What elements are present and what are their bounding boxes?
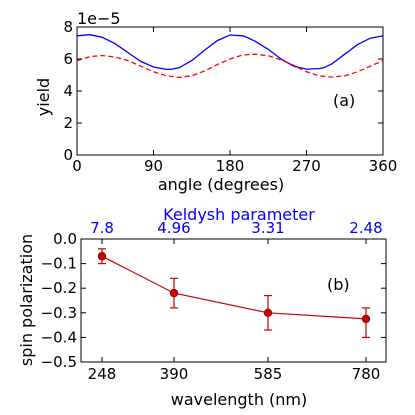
x-tick-label: 0 [72,157,82,175]
top-tick-label: 7.8 [90,219,114,237]
data-point [361,314,371,324]
x-tick-label: 780 [352,365,381,383]
x-tick-label: 270 [292,157,321,175]
y-tick-label: 8 [63,18,73,36]
x-tick-label: 390 [160,365,189,383]
y-tick-label: 0 [63,146,73,164]
x-axis-label: angle (degrees) [158,175,284,194]
y-axis-label-b: spin polarization [17,234,36,366]
data-point [263,308,273,317]
x-tick-label: 180 [216,157,245,175]
x-tick-label: 360 [369,157,398,175]
y-tick-label: 0.0 [53,230,77,248]
offset-text: 1e−5 [77,9,121,28]
chart-spin-polarization: (b) Keldysh parameter wavelength (nm) sp… [17,205,387,409]
series-line [101,255,367,320]
y-tick-label: −0.2 [41,279,77,297]
y-tick-label: 4 [63,82,73,100]
top-tick-label: 4.96 [157,219,190,237]
y-tick-label: −0.5 [41,353,77,371]
x-tick-label: 585 [254,365,283,383]
panel-a-annotation: (a) [333,91,355,110]
y-tick-label: 2 [63,114,73,132]
data-point [97,252,107,261]
top-axis-label: Keldysh parameter [163,205,315,224]
series-line-0 [76,34,384,71]
x-tick-label: 90 [144,157,163,175]
data-point [169,288,179,298]
x-axis-label-b: wavelength (nm) [171,390,308,409]
chart-yield-vs-angle: 1e−5 (a) angle (degrees) yield 0 90 180 270… [34,9,397,194]
panel-b-annotation: (b) [327,275,350,294]
y-tick-label: 6 [63,50,73,68]
y-axis-label: yield [34,78,53,116]
plot-frame-b [80,238,387,363]
series-line-1 [76,53,384,79]
y-tick-label: −0.3 [41,304,77,322]
top-tick-label: 3.31 [251,219,284,237]
y-tick-label: −0.1 [41,255,77,273]
y-tick-label: −0.4 [41,328,77,346]
top-tick-label: 2.48 [349,219,382,237]
x-tick-label: 248 [88,365,117,383]
